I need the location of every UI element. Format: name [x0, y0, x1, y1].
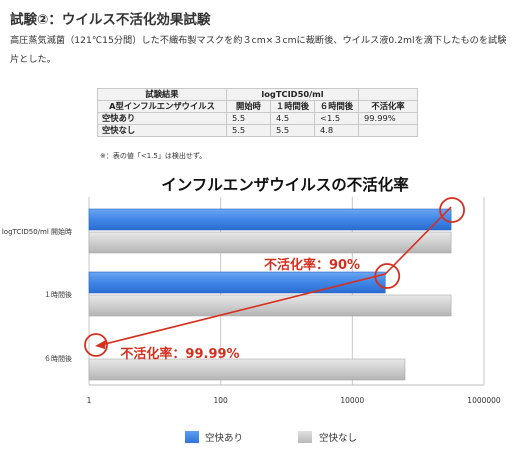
results-table: 試験結果 logTCID50/ml A型インフルエンザウイルス 開始時 １時間後… — [97, 88, 418, 137]
highlight-circle — [374, 263, 401, 289]
table-row: 空快あり 5.5 4.5 <1.5 99.99% — [97, 112, 418, 125]
trend-line-segment — [100, 273, 386, 346]
table-row-label: 空快なし — [97, 124, 227, 137]
trend-line-segment — [384, 206, 452, 275]
y-category-label: ６時間後 — [44, 354, 72, 363]
y-category-label: logTCID50/ml 開始時 — [2, 227, 72, 236]
table-note: ※：表の値「<1.5」は検出せず。 — [100, 152, 207, 160]
legend-swatch-series1 — [185, 431, 199, 443]
annotation-label: 不活化率：90% — [264, 257, 360, 273]
x-tick-label: 10000 — [340, 396, 364, 405]
trend-arrowhead — [95, 340, 106, 349]
x-tick-label: 1000000 — [467, 396, 501, 405]
annotation-label: 不活化率：99.99% — [120, 346, 239, 362]
legend-label-series1: 空快あり — [205, 433, 244, 444]
bar-series2 — [88, 294, 452, 317]
page-heading: 試験②：ウイルス不活化効果試験 — [10, 12, 211, 28]
bar-series2 — [88, 358, 406, 381]
x-tick-label: 1 — [87, 396, 92, 405]
table-cell — [358, 124, 418, 137]
legend-label-series2: 空快なし — [319, 433, 358, 444]
test-description: 高圧蒸気滅菌（121℃15分間）した不織布製マスクを約３cm×３cmに裁断後、ウ… — [10, 35, 507, 65]
bar-series1 — [88, 208, 452, 231]
chart-title: インフルエンザウイルスの不活化率 — [161, 175, 409, 194]
highlight-circle — [439, 197, 465, 223]
table-cell: 4.8 — [314, 124, 359, 137]
y-category-label: １時間後 — [44, 290, 72, 299]
highlight-circle — [84, 333, 108, 357]
x-tick-label: 100 — [214, 396, 229, 405]
legend-swatch-series2 — [298, 431, 312, 443]
table-row: 空快なし 5.5 5.5 4.8 — [97, 124, 418, 137]
bar-series1 — [88, 271, 386, 294]
bar-series2 — [88, 231, 452, 254]
